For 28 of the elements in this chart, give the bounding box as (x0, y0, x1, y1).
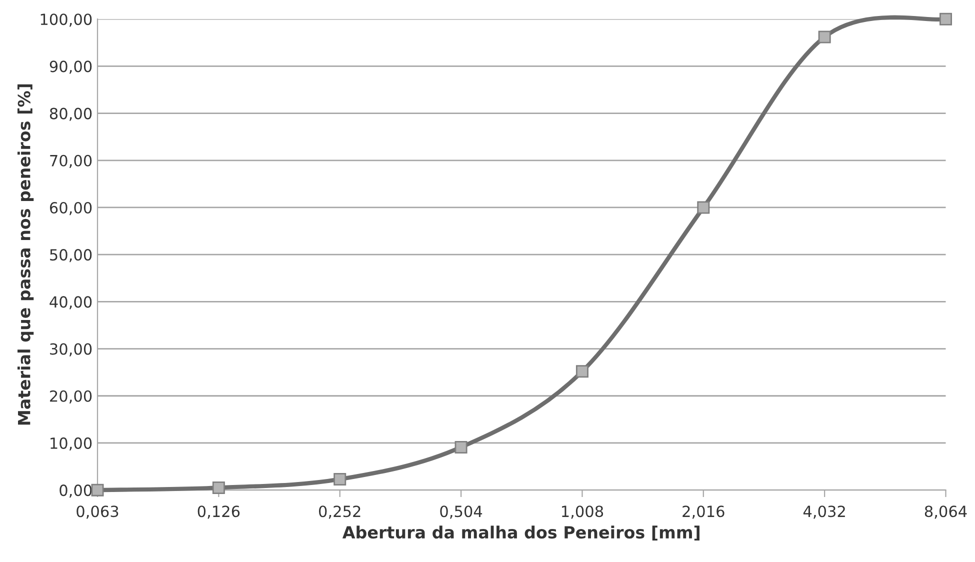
y-tick-label: 100,00 (40, 14, 92, 27)
x-tick-label: 0,126 (198, 506, 240, 519)
x-tick-label: 2,016 (682, 506, 724, 519)
x-tick-label: 0,252 (318, 506, 360, 519)
point (818, 30, 831, 44)
y-tick-label: 60,00 (50, 202, 92, 216)
x-axis-title: Abertura da malha dos Peneiros [mm] (342, 526, 700, 541)
x-tick-label: 1,008 (562, 506, 604, 519)
point (334, 472, 346, 486)
point (212, 481, 225, 494)
point (940, 12, 952, 26)
point (576, 365, 588, 378)
x-tick-label: 8,064 (924, 506, 967, 519)
y-axis-title: Material que passa nos peneiros [%] (17, 84, 34, 425)
y-tick-label: 0,00 (60, 484, 92, 498)
y-tick-label: 10,00 (50, 437, 92, 451)
y-tick-label: 40,00 (50, 296, 92, 310)
y-tick-label: 50,00 (50, 249, 92, 262)
x-tick-label: 0,063 (76, 506, 118, 519)
y-tick-label: 90,00 (50, 60, 92, 74)
y-tick-label: 20,00 (50, 390, 92, 404)
y-tick-label: 80,00 (50, 108, 92, 121)
x-tick-label: 4,032 (803, 506, 845, 519)
x-tick-label: 0,504 (440, 506, 482, 519)
y-tick-label: 30,00 (50, 343, 92, 356)
point (697, 201, 710, 214)
point (454, 440, 468, 454)
y-tick-label: 70,00 (50, 154, 92, 168)
